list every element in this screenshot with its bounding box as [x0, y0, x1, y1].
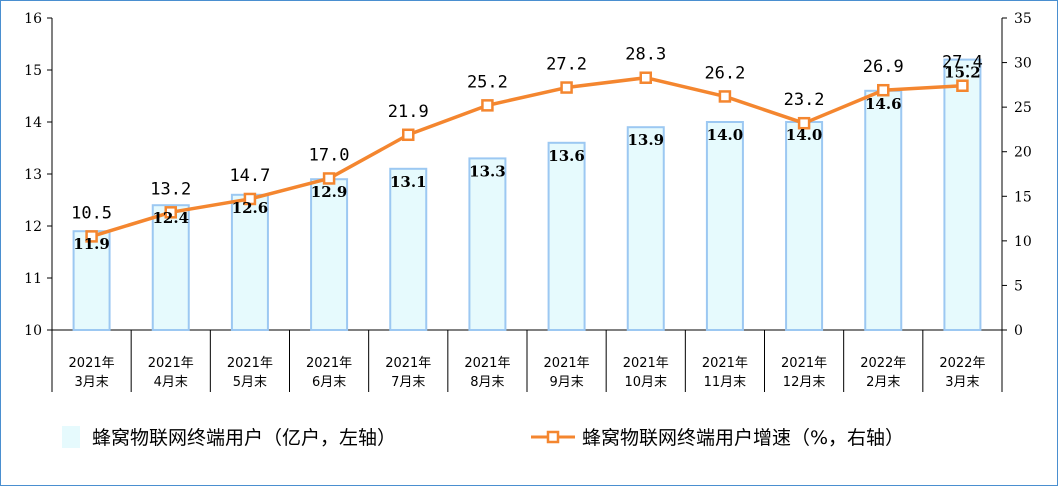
left-tick-label: 16 — [24, 11, 42, 27]
bar — [943, 58, 982, 331]
line-point-marker — [639, 71, 652, 84]
category-label-year: 2021年 — [781, 356, 827, 371]
legend-line-marker — [546, 430, 560, 444]
bar-value-label: 14.0 — [786, 126, 823, 144]
category-label-year: 2022年 — [860, 356, 906, 371]
line-value-label: 25.2 — [467, 72, 508, 92]
category-label-year: 2021年 — [227, 356, 273, 371]
left-tick-label: 15 — [24, 63, 42, 79]
legend-bar-label: 蜂窝物联网终端用户（亿户，左轴） — [92, 427, 396, 449]
right-tick-label: 10 — [1014, 234, 1032, 250]
category-label-month: 6月末 — [312, 375, 346, 390]
line-point-marker — [481, 99, 494, 112]
line-point-marker — [877, 83, 890, 97]
right-tick-label: 25 — [1014, 100, 1032, 116]
line-value-label: 28.3 — [625, 45, 666, 65]
bar — [468, 157, 507, 331]
bar — [310, 178, 349, 331]
legend-line-label: 蜂窝物联网终端用户增速（%，右轴） — [582, 427, 904, 449]
bar-value-label: 14.0 — [707, 126, 744, 144]
category-label-month: 3月末 — [945, 375, 979, 390]
legend: 蜂窝物联网终端用户（亿户，左轴） 蜂窝物联网终端用户增速（%，右轴） — [62, 426, 904, 449]
line-value-label: 27.2 — [546, 55, 587, 75]
left-tick-label: 11 — [24, 271, 42, 287]
bar — [389, 167, 428, 331]
bar-value-label: 13.1 — [390, 173, 427, 191]
bar-value-label: 15.2 — [944, 64, 981, 82]
category-label-year: 2021年 — [623, 356, 669, 371]
right-tick-label: 35 — [1014, 11, 1032, 27]
line-value-label: 14.7 — [229, 166, 270, 186]
bar — [547, 141, 586, 331]
right-tick-label: 5 — [1014, 278, 1023, 294]
line-value-label: 17.0 — [309, 145, 350, 165]
category-label-month: 11月末 — [704, 375, 747, 390]
line-point-marker — [164, 206, 177, 219]
bar — [705, 121, 744, 331]
category-label-month: 2月末 — [866, 375, 900, 390]
bar-value-label: 13.3 — [469, 162, 506, 180]
line-point-marker — [956, 79, 969, 92]
bar-value-label: 13.9 — [627, 131, 664, 149]
category-label-year: 2022年 — [939, 356, 985, 371]
bar — [72, 230, 111, 331]
bar-value-label: 11.9 — [73, 235, 110, 253]
left-tick-label: 12 — [24, 219, 42, 235]
category-label-year: 2021年 — [385, 356, 431, 371]
category-label-month: 4月末 — [154, 375, 188, 390]
legend-bar-swatch — [62, 426, 80, 448]
left-tick-label: 10 — [24, 323, 42, 339]
category-label-year: 2021年 — [69, 356, 115, 371]
line-series — [85, 71, 969, 243]
category-label-month: 9月末 — [549, 375, 583, 390]
line-value-label: 26.9 — [863, 57, 904, 77]
line-point-marker — [243, 192, 257, 206]
bar — [626, 126, 665, 331]
growth-line — [91, 75, 963, 239]
line-value-label: 13.2 — [150, 179, 191, 199]
line-point-marker — [560, 81, 573, 94]
bar-value-label: 12.9 — [311, 183, 348, 201]
line-point-marker — [85, 230, 98, 243]
category-label-year: 2021年 — [544, 356, 590, 371]
category-label-month: 12月末 — [783, 375, 826, 390]
category-label-month: 5月末 — [233, 375, 267, 390]
line-value-label: 27.4 — [942, 53, 983, 73]
line-value-label: 21.9 — [388, 102, 429, 122]
bar — [864, 89, 903, 331]
bar-value-label: 12.6 — [232, 199, 269, 217]
right-tick-label: 0 — [1014, 323, 1023, 339]
category-label-month: 3月末 — [74, 375, 108, 390]
category-label-month: 7月末 — [391, 375, 425, 390]
category-label-year: 2021年 — [464, 356, 510, 371]
bar — [230, 193, 269, 331]
bar-value-label: 13.6 — [548, 147, 585, 165]
line-value-label: 10.5 — [71, 203, 112, 223]
line-value-label: 26.2 — [704, 63, 745, 83]
right-tick-label: 15 — [1014, 189, 1032, 205]
bar — [785, 121, 824, 331]
category-label-month: 8月末 — [470, 375, 504, 390]
line-value-label: 23.2 — [784, 90, 825, 110]
category-label-year: 2021年 — [306, 356, 352, 371]
line-point-marker — [402, 128, 415, 142]
left-tick-label: 13 — [24, 167, 42, 183]
bar — [151, 204, 190, 331]
bar-series — [72, 58, 982, 331]
category-label-year: 2021年 — [702, 356, 748, 371]
line-point-marker — [797, 116, 811, 130]
line-point-marker — [322, 172, 336, 185]
right-tick-label: 20 — [1014, 145, 1032, 161]
right-tick-label: 30 — [1014, 56, 1032, 72]
axes: 10 11 12 13 14 15 16 0 5 10 15 20 25 30 35 2021年 3月末 2021… — [24, 11, 1032, 392]
left-tick-label: 14 — [24, 115, 42, 131]
category-label-year: 2021年 — [148, 356, 194, 371]
bar-value-label: 12.4 — [152, 209, 189, 227]
line-point-marker — [718, 90, 732, 103]
category-label-month: 10月末 — [624, 375, 667, 390]
data-labels: 11.9 12.4 12.6 12.9 13.1 13.3 13.6 13.9 14.0 14.0… — [71, 45, 983, 253]
bar-value-label: 14.6 — [865, 95, 902, 113]
